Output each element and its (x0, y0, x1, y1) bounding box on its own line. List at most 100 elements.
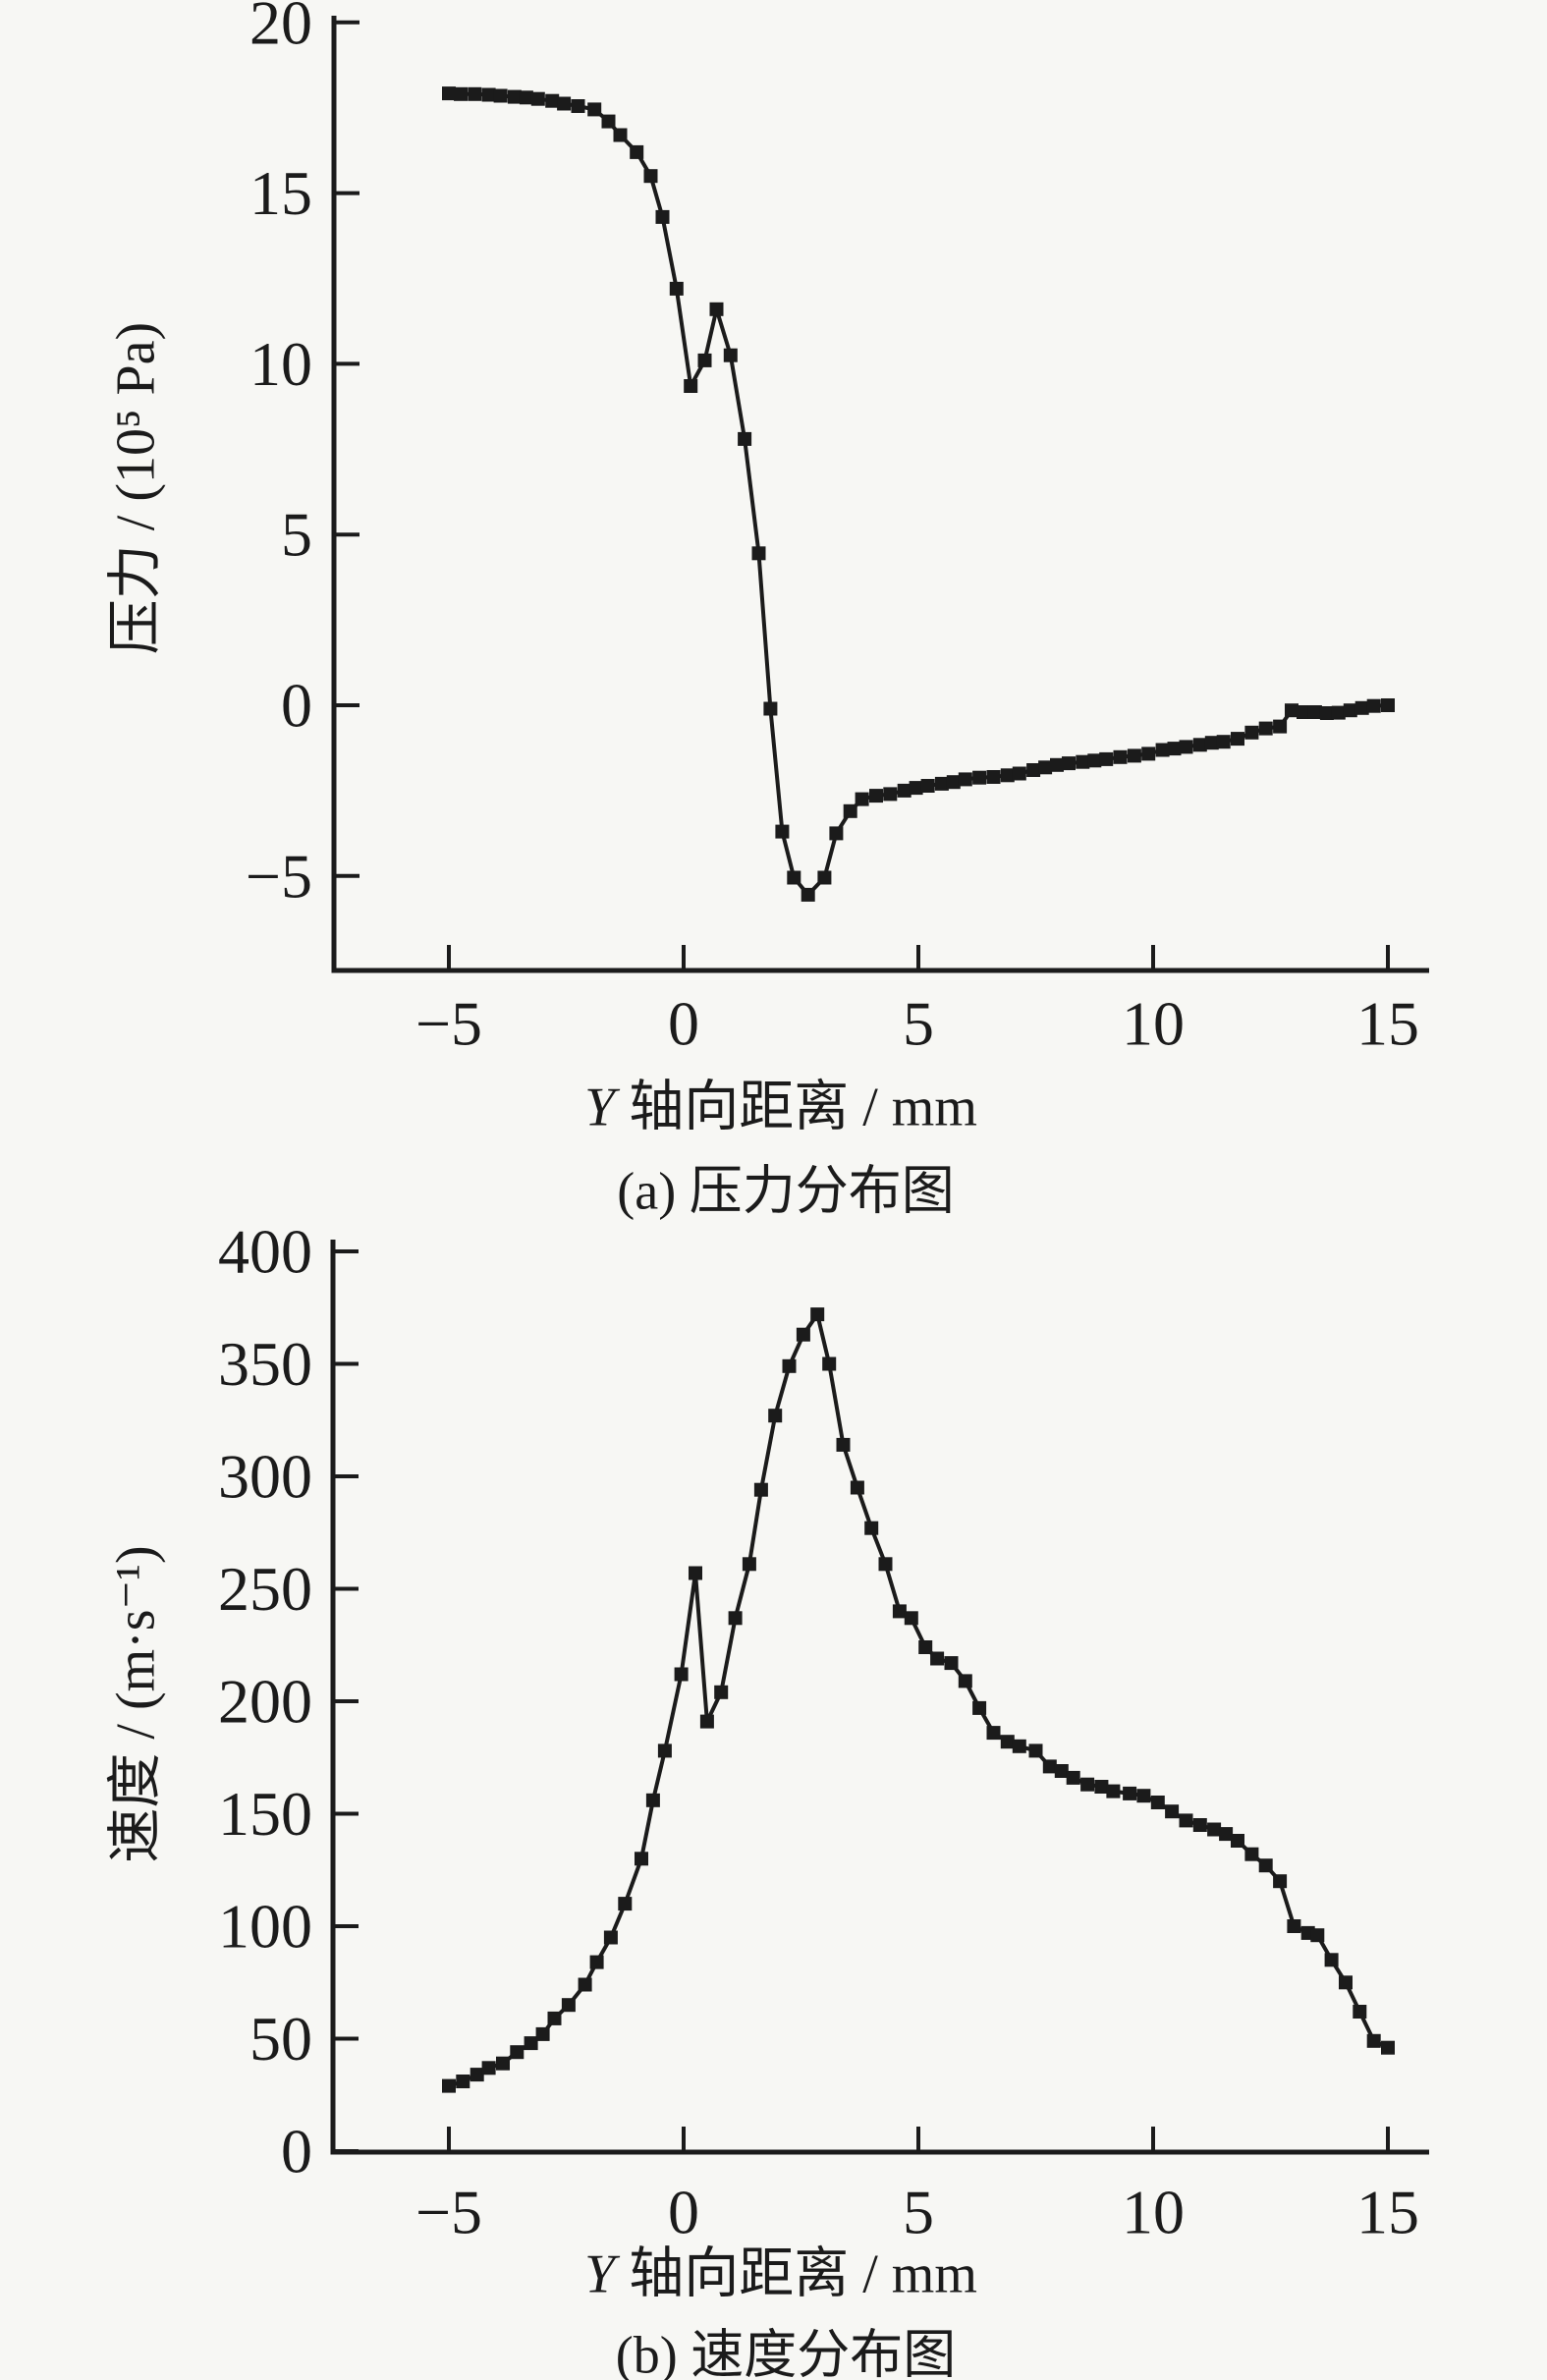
data-point-marker (1366, 2033, 1381, 2048)
x-axis-variable: Y (584, 1077, 616, 1138)
data-point-marker (1106, 1784, 1121, 1799)
data-point-marker (1319, 706, 1334, 720)
data-point-marker (1354, 700, 1369, 715)
pressure-curve (448, 91, 1389, 897)
x-tick-label: 0 (668, 2178, 699, 2247)
data-point-marker (787, 870, 801, 885)
data-point-marker (1076, 754, 1090, 769)
pressure-markers (442, 86, 1395, 902)
data-point-marker (519, 90, 533, 105)
data-point-marker (897, 783, 912, 798)
data-point-marker (930, 1651, 945, 1666)
data-point-marker (601, 114, 616, 129)
velocity-curve (448, 1312, 1389, 2088)
data-point-marker (944, 1656, 959, 1671)
data-point-marker (1339, 1975, 1353, 1990)
y-tick-label: 0 (281, 2117, 312, 2186)
data-point-marker (883, 787, 898, 802)
data-point-marker (829, 826, 844, 841)
data-point-marker (843, 803, 857, 818)
data-point-marker (864, 1521, 879, 1535)
data-point-marker (855, 792, 869, 806)
data-point-marker (1353, 2005, 1367, 2019)
pressure-caption: (a) 压力分布图 (617, 1161, 955, 1221)
y-tick-label: 50 (249, 2004, 312, 2074)
data-point-marker (972, 1700, 987, 1715)
data-point-marker (1054, 1764, 1069, 1778)
data-point-marker (869, 789, 883, 803)
data-point-marker (1080, 1777, 1095, 1792)
data-point-marker (1204, 736, 1219, 750)
data-point-marker (1207, 1822, 1222, 1837)
data-point-marker (1331, 705, 1346, 720)
data-point-marker (454, 86, 468, 101)
data-point-marker (697, 353, 712, 367)
data-point-marker (709, 302, 724, 316)
data-point-marker (684, 379, 698, 393)
data-point-marker (1179, 740, 1193, 754)
data-point-marker (742, 1557, 756, 1572)
data-point-marker (986, 1726, 1001, 1741)
data-point-marker (545, 93, 560, 108)
data-point-marker (1231, 1834, 1244, 1848)
data-point-marker (496, 2056, 510, 2071)
data-point-marker (1000, 1735, 1015, 1749)
data-point-marker (635, 1852, 648, 1866)
data-point-marker (1012, 1739, 1026, 1753)
data-point-marker (524, 2036, 538, 2051)
data-point-marker (728, 1611, 743, 1626)
data-point-marker (753, 1482, 768, 1497)
y-tick-label: 20 (249, 0, 312, 57)
data-point-marker (1179, 1813, 1193, 1828)
data-point-marker (535, 2026, 550, 2041)
data-point-marker (587, 102, 602, 117)
data-point-marker (1287, 1919, 1301, 1933)
data-point-marker (1216, 735, 1231, 749)
data-point-marker (904, 1611, 918, 1626)
data-point-marker (1192, 738, 1207, 752)
data-point-marker (1258, 721, 1273, 736)
data-point-marker (1136, 1789, 1151, 1803)
data-point-marker (510, 2045, 525, 2060)
data-point-marker (1273, 719, 1288, 734)
data-point-marker (1231, 732, 1244, 747)
data-point-marker (689, 1566, 702, 1580)
x-tick-label: 5 (903, 989, 934, 1059)
data-point-marker (589, 1955, 604, 1969)
axis-lines (331, 16, 1429, 973)
x-tick-label: 5 (903, 2178, 934, 2247)
data-point-marker (1381, 698, 1395, 712)
data-point-marker (972, 770, 987, 785)
pressure-x-axis-label: Y 轴向距离 / mm (584, 1063, 977, 1142)
data-point-marker (493, 88, 508, 103)
data-point-marker (1062, 756, 1076, 771)
data-point-marker (669, 281, 684, 296)
data-point-marker (1258, 1858, 1273, 1873)
pressure-y-axis-label: 压力 / (10⁵ Pa) (105, 321, 167, 655)
data-point-marker (878, 1557, 893, 1572)
data-point-marker (643, 169, 658, 184)
data-point-marker (796, 1327, 810, 1342)
data-point-marker (557, 96, 572, 111)
data-point-marker (775, 824, 790, 839)
data-point-marker (1066, 1770, 1080, 1785)
data-point-marker (892, 1604, 907, 1619)
data-point-marker (822, 1356, 837, 1371)
data-point-marker (1285, 703, 1298, 718)
data-point-marker (723, 348, 738, 362)
data-point-marker (1094, 1780, 1109, 1794)
data-point-marker (1099, 751, 1114, 766)
y-tick-label: 300 (218, 1442, 312, 1512)
data-point-marker (578, 1977, 592, 1992)
data-point-marker (603, 1930, 618, 1945)
y-tick-label: 15 (249, 158, 312, 228)
data-point-marker (918, 1640, 933, 1654)
data-point-marker (507, 89, 522, 104)
data-point-marker (1244, 1847, 1259, 1861)
data-point-marker (782, 1358, 797, 1373)
data-point-marker (468, 86, 482, 101)
x-tick-label: 10 (1122, 989, 1185, 1059)
axis-lines (330, 1240, 1429, 2155)
